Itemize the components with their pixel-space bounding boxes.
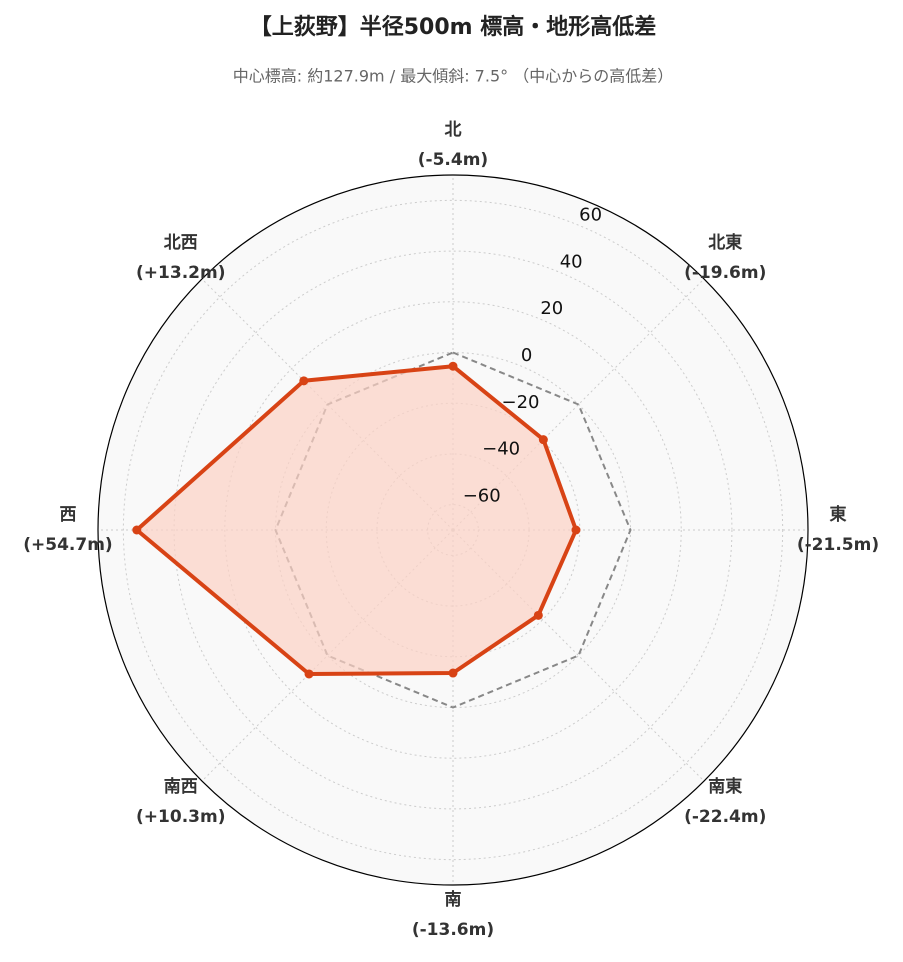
category-label: 南 bbox=[445, 889, 462, 910]
category-label: 南東 bbox=[708, 776, 742, 797]
r-tick-label: 40 bbox=[560, 251, 583, 272]
category-label: 北 bbox=[445, 120, 462, 140]
grid-spoke bbox=[452, 529, 705, 782]
value-label: (-5.4m) bbox=[418, 150, 488, 170]
grid-circle bbox=[122, 199, 784, 861]
value-label: (-13.6m) bbox=[412, 920, 494, 940]
chart-title: 【上荻野】半径500m 標高・地形高低差 bbox=[250, 14, 657, 40]
category-label: 西 bbox=[60, 505, 77, 525]
category-label: 北西 bbox=[164, 233, 198, 253]
grid-spoke bbox=[452, 278, 705, 531]
series-point bbox=[132, 525, 142, 535]
r-tick-label: 20 bbox=[540, 298, 563, 319]
series-point bbox=[538, 435, 548, 445]
r-tick-label: 0 bbox=[521, 345, 532, 366]
category-label: 東 bbox=[830, 504, 847, 525]
value-label: (+13.2m) bbox=[136, 263, 225, 283]
grid-spoke bbox=[201, 529, 454, 782]
plot-border bbox=[97, 174, 809, 886]
category-label: 南西 bbox=[164, 776, 198, 797]
series-point bbox=[448, 361, 458, 371]
value-label: (-22.4m) bbox=[684, 807, 766, 827]
series-point bbox=[299, 376, 309, 386]
series-point bbox=[571, 525, 581, 535]
r-tick-label: 60 bbox=[579, 204, 602, 225]
grid-spoke bbox=[201, 278, 454, 531]
chart-subtitle: 中心標高: 約127.9m / 最大傾斜: 7.5° （中心からの高低差） bbox=[233, 67, 673, 86]
category-label: 北東 bbox=[708, 232, 742, 253]
value-label: (-19.6m) bbox=[684, 263, 766, 283]
series-point bbox=[304, 669, 314, 679]
value-label: (-21.5m) bbox=[797, 535, 879, 555]
r-tick-label: −40 bbox=[482, 439, 520, 460]
r-tick-label: −20 bbox=[502, 392, 540, 413]
series-point bbox=[448, 668, 458, 678]
value-label: (+10.3m) bbox=[136, 807, 225, 827]
value-label: (+54.7m) bbox=[23, 535, 112, 555]
r-tick-label: −60 bbox=[463, 486, 501, 507]
series-point bbox=[533, 610, 543, 620]
